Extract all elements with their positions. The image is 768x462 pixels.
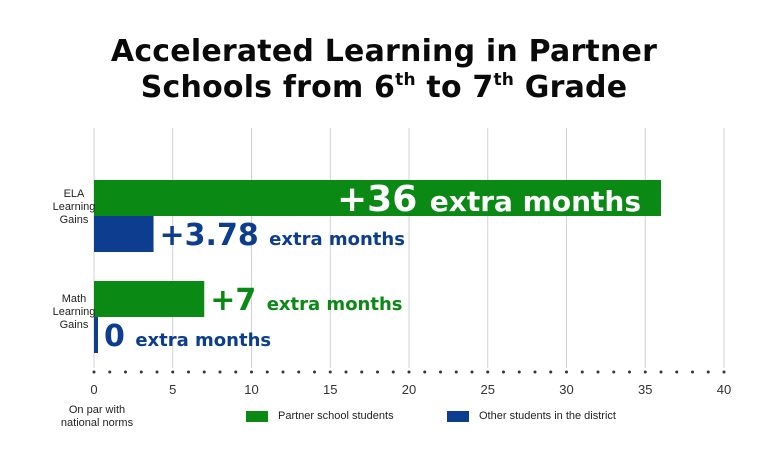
category-label-ela: ELA Learning Gains: [34, 188, 114, 227]
legend-label-partner: Partner school students: [278, 410, 394, 422]
axis-dot: [376, 370, 379, 374]
axis-dot: [360, 370, 364, 374]
legend-swatch-partner: [246, 410, 268, 422]
data-label: +7 extra months: [210, 283, 402, 318]
chart-title: Accelerated Learning in Partner Schools …: [0, 34, 768, 106]
axis-dot: [171, 370, 175, 374]
data-label: 0 extra months: [104, 319, 271, 354]
axis-dot: [328, 370, 332, 374]
chart-title-line2: Schools from 6th to 7th Grade: [0, 70, 768, 106]
legend-swatch-district: [447, 410, 469, 422]
axis-dot: [423, 370, 427, 374]
axis-dot: [202, 370, 206, 374]
axis-dot: [643, 370, 647, 374]
data-label: +36 extra months: [337, 179, 641, 220]
x-tick-label: 10: [244, 382, 258, 397]
data-label: +3.78 extra months: [160, 218, 405, 253]
axis-dot: [439, 370, 442, 374]
axis-dot: [281, 370, 285, 374]
x-tick-label: 20: [402, 382, 416, 397]
axis-dot: [108, 370, 112, 374]
axis-dot: [454, 370, 458, 374]
axis-dot: [218, 370, 222, 374]
title-part-a: Schools from 6: [140, 70, 396, 105]
chart-title-line1: Accelerated Learning in Partner: [110, 34, 658, 69]
legend-label-district: Other students in the district: [479, 410, 616, 422]
category-label-line: Math: [61, 293, 87, 305]
axis-dot: [675, 370, 679, 374]
x-tick-label: 5: [169, 382, 176, 397]
title-sup-1: th: [395, 70, 416, 90]
legend-item-partner: Partner school students: [246, 410, 394, 422]
bar-district: [94, 216, 154, 252]
axis-dot: [344, 370, 348, 374]
axis-dot: [580, 370, 584, 374]
axis-dot: [565, 370, 568, 374]
axis-dot: [549, 370, 553, 374]
axis-dot: [596, 370, 600, 374]
bar-partner: [94, 281, 205, 317]
axis-dot: [691, 370, 694, 374]
category-label-math: Math Learning Gains: [34, 293, 114, 332]
category-label-line: Gains: [59, 319, 89, 331]
axis-dot: [234, 370, 238, 374]
category-label-line: Learning: [52, 201, 96, 213]
axis-dot: [313, 370, 316, 374]
zero-axis-label: On par with national norms: [42, 404, 152, 430]
bar-partner: [94, 180, 661, 216]
axis-dot: [659, 370, 663, 374]
legend-item-district: Other students in the district: [447, 410, 616, 422]
axis-dot: [533, 370, 537, 374]
axis-dot: [391, 370, 395, 374]
x-tick-label: 0: [90, 382, 97, 397]
bar-district: [94, 317, 98, 353]
axis-dot: [250, 370, 253, 374]
x-tick-label: 25: [481, 382, 495, 397]
category-label-line: Gains: [59, 214, 89, 226]
title-sup-2: th: [493, 70, 515, 90]
x-tick-label: 15: [323, 382, 337, 397]
axis-dot: [297, 370, 301, 374]
category-label-line: ELA: [63, 188, 85, 200]
axis-dot: [517, 370, 521, 374]
axis-dot: [187, 370, 190, 374]
category-label-line: Learning: [52, 306, 96, 318]
axis-dot: [265, 370, 269, 374]
axis-dot: [139, 370, 143, 374]
zero-label-line: national norms: [60, 417, 134, 429]
x-tick-label: 40: [717, 382, 731, 397]
axis-dot: [486, 370, 490, 374]
axis-dot: [612, 370, 616, 374]
axis-dot: [92, 370, 96, 374]
x-tick-label: 30: [559, 382, 573, 397]
x-tick-label: 35: [638, 382, 652, 397]
zero-label-line: On par with: [68, 404, 126, 416]
axis-dot: [502, 370, 505, 374]
axis-dot: [407, 370, 411, 374]
axis-dot: [722, 370, 726, 374]
axis-dot: [628, 370, 631, 374]
axis-dot: [470, 370, 474, 374]
axis-dot: [706, 370, 710, 374]
axis-dot: [124, 370, 127, 374]
title-part-b: to 7: [415, 70, 494, 105]
title-part-c: Grade: [514, 70, 628, 105]
axis-dot: [155, 370, 159, 374]
